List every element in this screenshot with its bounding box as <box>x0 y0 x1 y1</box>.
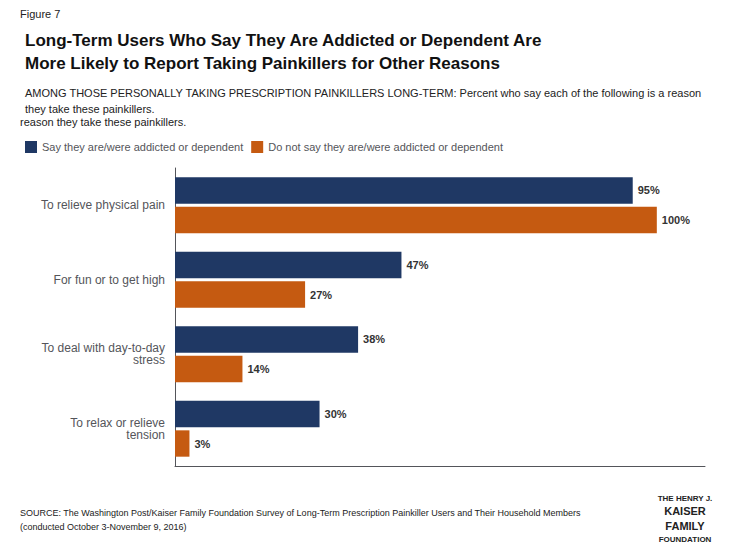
svg-text:THE HENRY J.: THE HENRY J. <box>658 494 713 503</box>
svg-text:30%: 30% <box>325 408 347 420</box>
svg-text:100%: 100% <box>662 214 690 226</box>
svg-text:38%: 38% <box>363 333 385 345</box>
svg-text:Long-Term Users Who Say They A: Long-Term Users Who Say They Are Addicte… <box>25 31 541 50</box>
svg-text:(conducted October 3-November: (conducted October 3-November 9, 2016) <box>20 522 187 532</box>
svg-text:tension: tension <box>126 428 165 442</box>
svg-text:reason they take these painkil: reason they take these painkillers. <box>20 116 186 128</box>
svg-text:AMONG THOSE PERSONALLY TAKING: AMONG THOSE PERSONALLY TAKING PRESCRIPTI… <box>25 87 704 99</box>
svg-text:SOURCE: The Washington Post/Ka: SOURCE: The Washington Post/Kaiser Famil… <box>20 508 581 518</box>
svg-text:14%: 14% <box>247 363 269 375</box>
svg-text:they take these painkillers.: they take these painkillers. <box>25 103 155 115</box>
svg-text:KAISER: KAISER <box>664 505 706 517</box>
svg-text:27%: 27% <box>310 289 332 301</box>
svg-text:3%: 3% <box>194 438 210 450</box>
svg-text:stress: stress <box>133 353 165 367</box>
svg-text:For fun or to get high: For fun or to get high <box>54 273 165 287</box>
svg-text:FAMILY: FAMILY <box>665 520 705 532</box>
svg-text:To deal with day-to-day: To deal with day-to-day <box>41 341 165 356</box>
svg-text:Say they are/were addicted or: Say they are/were addicted or dependent <box>42 141 243 153</box>
svg-text:More Likely to Report Taking P: More Likely to Report Taking Painkillers… <box>25 54 500 73</box>
svg-text:Figure 7: Figure 7 <box>20 8 60 20</box>
svg-text:47%: 47% <box>406 259 428 271</box>
svg-text:Do not say they are/were addic: Do not say they are/were addicted or dep… <box>268 141 503 153</box>
svg-text:95%: 95% <box>638 184 660 196</box>
svg-text:FOUNDATION: FOUNDATION <box>659 535 712 544</box>
svg-text:To relax or relieve: To relax or relieve <box>70 415 165 430</box>
svg-text:To relieve physical pain: To relieve physical pain <box>41 198 165 212</box>
